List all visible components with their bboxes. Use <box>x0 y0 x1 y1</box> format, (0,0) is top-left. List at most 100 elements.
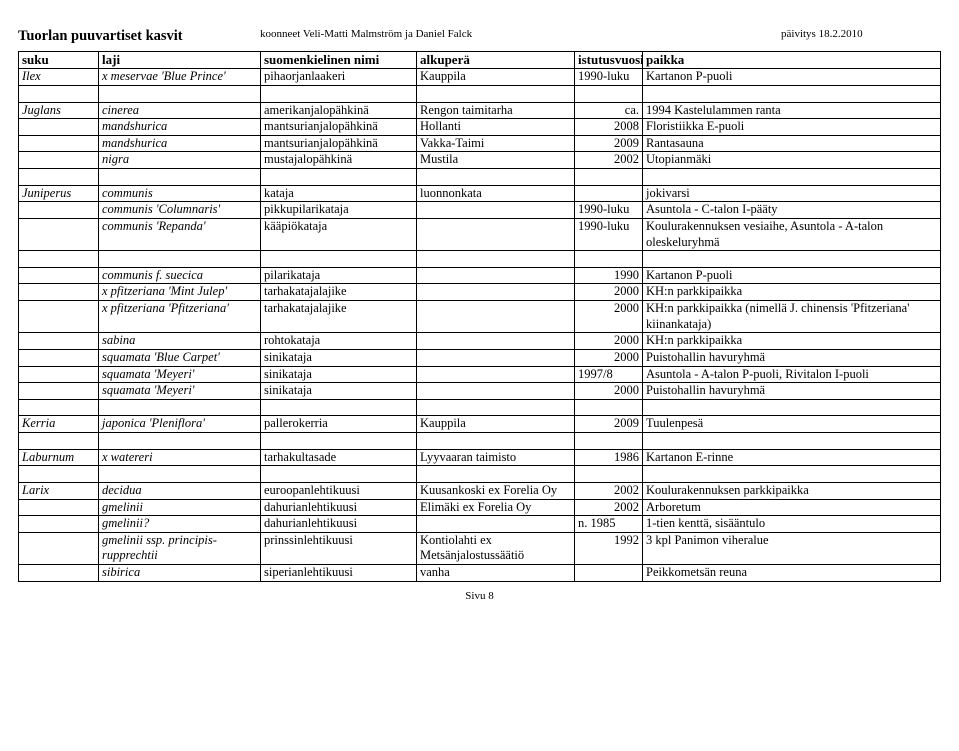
cell <box>261 85 417 102</box>
cell: 2009 <box>575 416 643 433</box>
cell <box>19 169 99 186</box>
cell: sinikataja <box>261 349 417 366</box>
cell: squamata 'Blue Carpet' <box>99 349 261 366</box>
cell: sabina <box>99 333 261 350</box>
cell: KH:n parkkipaikka <box>643 284 941 301</box>
cell <box>643 466 941 483</box>
cell: x pfitzeriana 'Mint Julep' <box>99 284 261 301</box>
cell: dahurianlehtikuusi <box>261 516 417 533</box>
cell: KH:n parkkipaikka <box>643 333 941 350</box>
cell: Elimäki ex Forelia Oy <box>417 499 575 516</box>
cell: 2000 <box>575 301 643 333</box>
cell <box>19 532 99 564</box>
cell <box>19 267 99 284</box>
cell: Utopianmäki <box>643 152 941 169</box>
cell: gmelinii? <box>99 516 261 533</box>
cell <box>575 169 643 186</box>
cell <box>99 169 261 186</box>
cell: sinikataja <box>261 366 417 383</box>
cell: 2009 <box>575 135 643 152</box>
table-row: Kerriajaponica 'Pleniflora'pallerokerria… <box>19 416 941 433</box>
cell: communis <box>99 185 261 202</box>
cell: euroopanlehtikuusi <box>261 482 417 499</box>
cell <box>19 565 99 582</box>
cell <box>19 218 99 250</box>
cell: Kartanon E-rinne <box>643 449 941 466</box>
cell: Ilex <box>19 69 99 86</box>
cell: jokivarsi <box>643 185 941 202</box>
cell: 1992 <box>575 532 643 564</box>
table-row: x pfitzeriana 'Pfitzeriana'tarhakatajala… <box>19 301 941 333</box>
cell: tarhakultasade <box>261 449 417 466</box>
cell: kääpiökataja <box>261 218 417 250</box>
cell <box>99 466 261 483</box>
cell: communis 'Columnaris' <box>99 202 261 219</box>
cell <box>417 466 575 483</box>
table-row: gmelinii?dahurianlehtikuusin. 19851-tien… <box>19 516 941 533</box>
cell: prinssinlehtikuusi <box>261 532 417 564</box>
cell <box>417 284 575 301</box>
table-row: Laburnumx watereritarhakultasadeLyyvaara… <box>19 449 941 466</box>
cell <box>643 433 941 450</box>
cell: x watereri <box>99 449 261 466</box>
cell: squamata 'Meyeri' <box>99 383 261 400</box>
cell: 2000 <box>575 333 643 350</box>
cell: sibirica <box>99 565 261 582</box>
cell <box>417 383 575 400</box>
table-row: x pfitzeriana 'Mint Julep'tarhakatajalaj… <box>19 284 941 301</box>
cell <box>19 202 99 219</box>
cell: 1990-luku <box>575 202 643 219</box>
cell <box>575 466 643 483</box>
cell: 3 kpl Panimon viheralue <box>643 532 941 564</box>
table-row: sibiricasiperianlehtikuusivanhaPeikkomet… <box>19 565 941 582</box>
cell <box>99 85 261 102</box>
cell: pallerokerria <box>261 416 417 433</box>
cell: 1990 <box>575 267 643 284</box>
cell <box>417 516 575 533</box>
cell <box>19 349 99 366</box>
cell: Juglans <box>19 102 99 119</box>
cell: Kartanon P-puoli <box>643 267 941 284</box>
table-row: squamata 'Meyeri'sinikataja2000Puistohal… <box>19 383 941 400</box>
table-row: squamata 'Meyeri'sinikataja1997/8Asuntol… <box>19 366 941 383</box>
table-row: Ilexx meservae 'Blue Prince'pihaorjanlaa… <box>19 69 941 86</box>
cell: rohtokataja <box>261 333 417 350</box>
cell <box>417 301 575 333</box>
cell: x meservae 'Blue Prince' <box>99 69 261 86</box>
cell <box>575 85 643 102</box>
table-row: communis 'Columnaris'pikkupilarikataja19… <box>19 202 941 219</box>
cell: Puistohallin havuryhmä <box>643 383 941 400</box>
table-row: nigramustajalopähkinäMustila2002Utopianm… <box>19 152 941 169</box>
cell: mandshurica <box>99 119 261 136</box>
cell: Tuulenpesä <box>643 416 941 433</box>
table-row: JuglanscinereaamerikanjalopähkinäRengon … <box>19 102 941 119</box>
table-row: Juniperuscommuniskatajaluonnonkatajokiva… <box>19 185 941 202</box>
cell: Laburnum <box>19 449 99 466</box>
cell <box>417 399 575 416</box>
cell <box>19 135 99 152</box>
cell: dahurianlehtikuusi <box>261 499 417 516</box>
cell: gmelinii <box>99 499 261 516</box>
cell: Asuntola - C-talon I-pääty <box>643 202 941 219</box>
cell <box>261 169 417 186</box>
table-row: communis f. suecicapilarikataja1990Karta… <box>19 267 941 284</box>
table-row: squamata 'Blue Carpet'sinikataja2000Puis… <box>19 349 941 366</box>
cell <box>417 85 575 102</box>
cell: Kontiolahti ex Metsänjalostussäätiö <box>417 532 575 564</box>
cell <box>417 169 575 186</box>
cell <box>417 218 575 250</box>
document-header: Tuorlan puuvartiset kasvit koonneet Veli… <box>18 28 941 45</box>
table-row: LarixdeciduaeuroopanlehtikuusiKuusankosk… <box>19 482 941 499</box>
cell: Mustila <box>417 152 575 169</box>
cell: Puistohallin havuryhmä <box>643 349 941 366</box>
table-header-row: suku laji suomenkielinen nimi alkuperä i… <box>19 52 941 69</box>
table-row: gmelinii ssp. principis-rupprechtiiprins… <box>19 532 941 564</box>
cell: japonica 'Pleniflora' <box>99 416 261 433</box>
cell: mustajalopähkinä <box>261 152 417 169</box>
cell <box>99 399 261 416</box>
cell: Kartanon P-puoli <box>643 69 941 86</box>
table-row <box>19 466 941 483</box>
cell: 2002 <box>575 152 643 169</box>
cell <box>575 251 643 268</box>
cell: Floristiikka E-puoli <box>643 119 941 136</box>
